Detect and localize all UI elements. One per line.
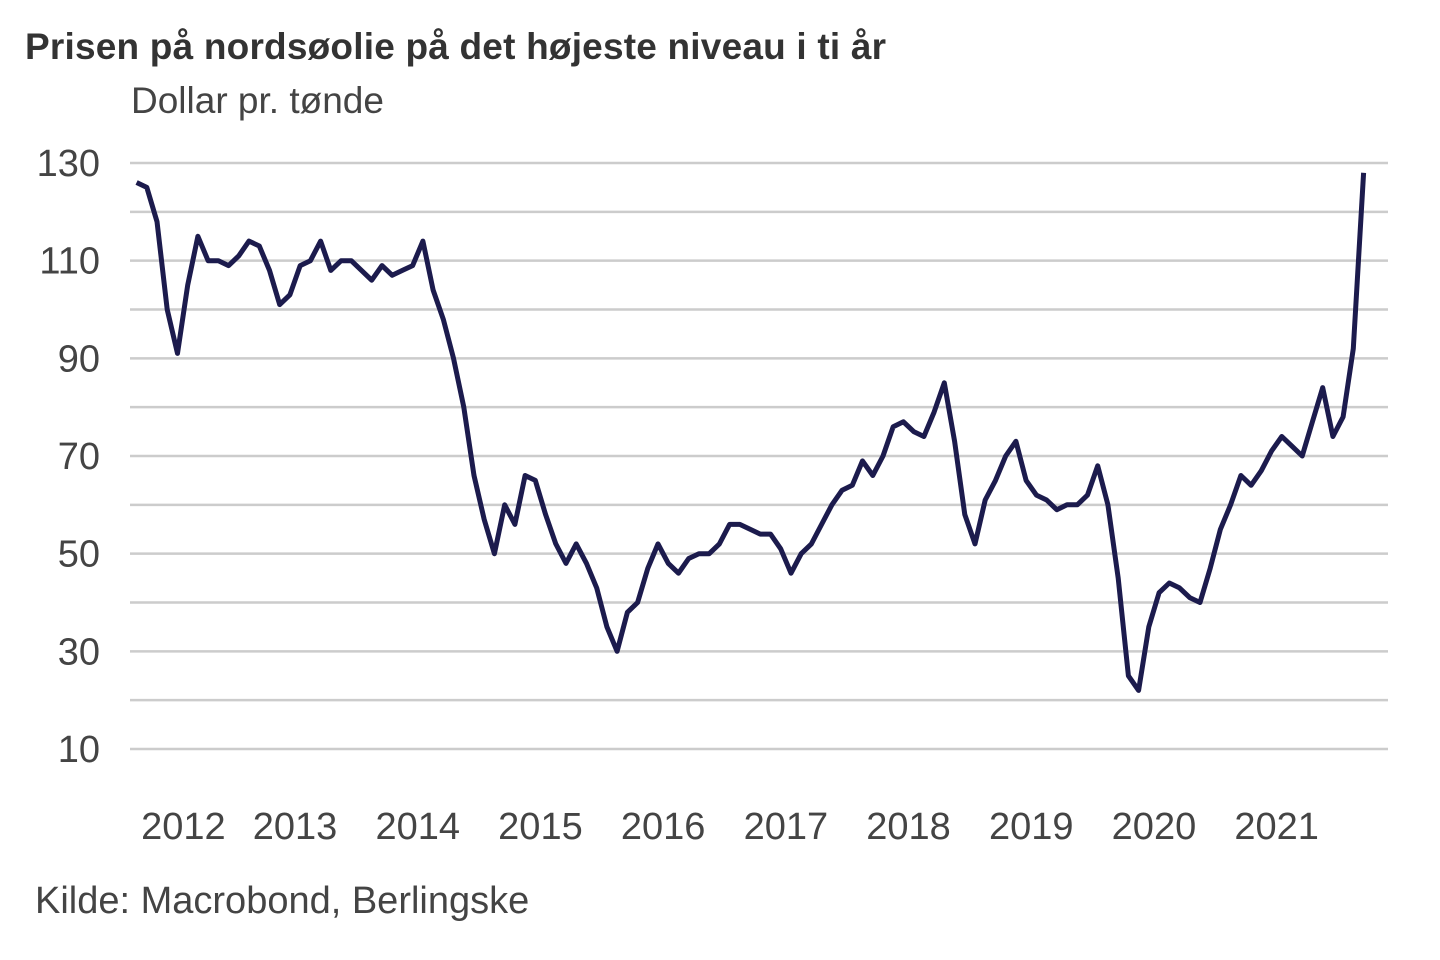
x-tick-label: 2018 xyxy=(866,806,951,848)
y-tick-label: 10 xyxy=(58,729,100,771)
y-tick-label: 110 xyxy=(39,241,100,283)
y-tick-label: 50 xyxy=(58,534,100,576)
y-tick-label: 70 xyxy=(58,436,100,478)
x-tick-label: 2017 xyxy=(744,806,829,848)
x-tick-label: 2015 xyxy=(498,806,583,848)
series-line-brent xyxy=(135,172,1367,693)
y-tick-label: 130 xyxy=(37,143,100,185)
x-tick-label: 2013 xyxy=(253,806,338,848)
x-tick-label: 2019 xyxy=(989,806,1074,848)
source-note: Kilde: Macrobond, Berlingske xyxy=(35,880,530,922)
chart-title: Prisen på nordsøolie på det højeste nive… xyxy=(25,26,887,67)
y-tick-label: 30 xyxy=(58,631,100,673)
x-tick-label: 2016 xyxy=(621,806,706,848)
x-tick-label: 2021 xyxy=(1234,806,1319,848)
x-tick-label: 2014 xyxy=(375,806,460,848)
x-tick-label: 2012 xyxy=(141,806,226,848)
x-tick-label: 2020 xyxy=(1112,806,1197,848)
y-tick-label: 90 xyxy=(58,338,100,380)
y-axis-label: Dollar pr. tønde xyxy=(131,80,384,121)
